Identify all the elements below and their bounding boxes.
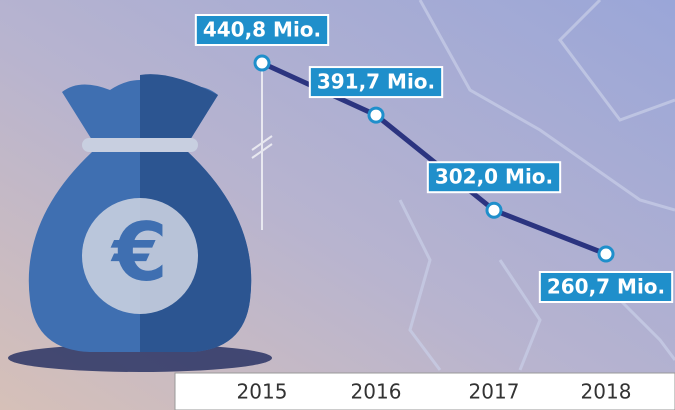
money-bag: €	[8, 74, 272, 372]
point	[485, 201, 503, 219]
value-label: 440,8 Mio.	[203, 18, 321, 42]
axis-break	[251, 63, 273, 230]
point	[253, 54, 271, 72]
value-label-box: 391,7 Mio.	[308, 66, 444, 99]
point	[597, 245, 615, 263]
value-label: 391,7 Mio.	[317, 70, 435, 94]
label-bg	[538, 271, 674, 303]
point	[367, 106, 385, 124]
x-tick-label: 2018	[581, 380, 632, 404]
label-bg	[426, 161, 562, 194]
svg-text:€: €	[110, 206, 168, 299]
x-axis-band	[174, 372, 675, 410]
decor-cracks	[398, 0, 675, 371]
x-tick-label: 2017	[469, 380, 520, 404]
x-tick-label: 2016	[351, 380, 402, 404]
value-label-box: 260,7 Mio.	[538, 271, 674, 303]
label-bg	[308, 66, 444, 99]
value-label: 302,0 Mio.	[435, 165, 553, 189]
value-label-box: 302,0 Mio.	[426, 161, 562, 194]
label-bg	[194, 14, 330, 46]
value-label-box: 440,8 Mio.	[194, 14, 330, 46]
value-label: 260,7 Mio.	[547, 275, 665, 299]
x-tick-label: 2015	[237, 380, 288, 404]
